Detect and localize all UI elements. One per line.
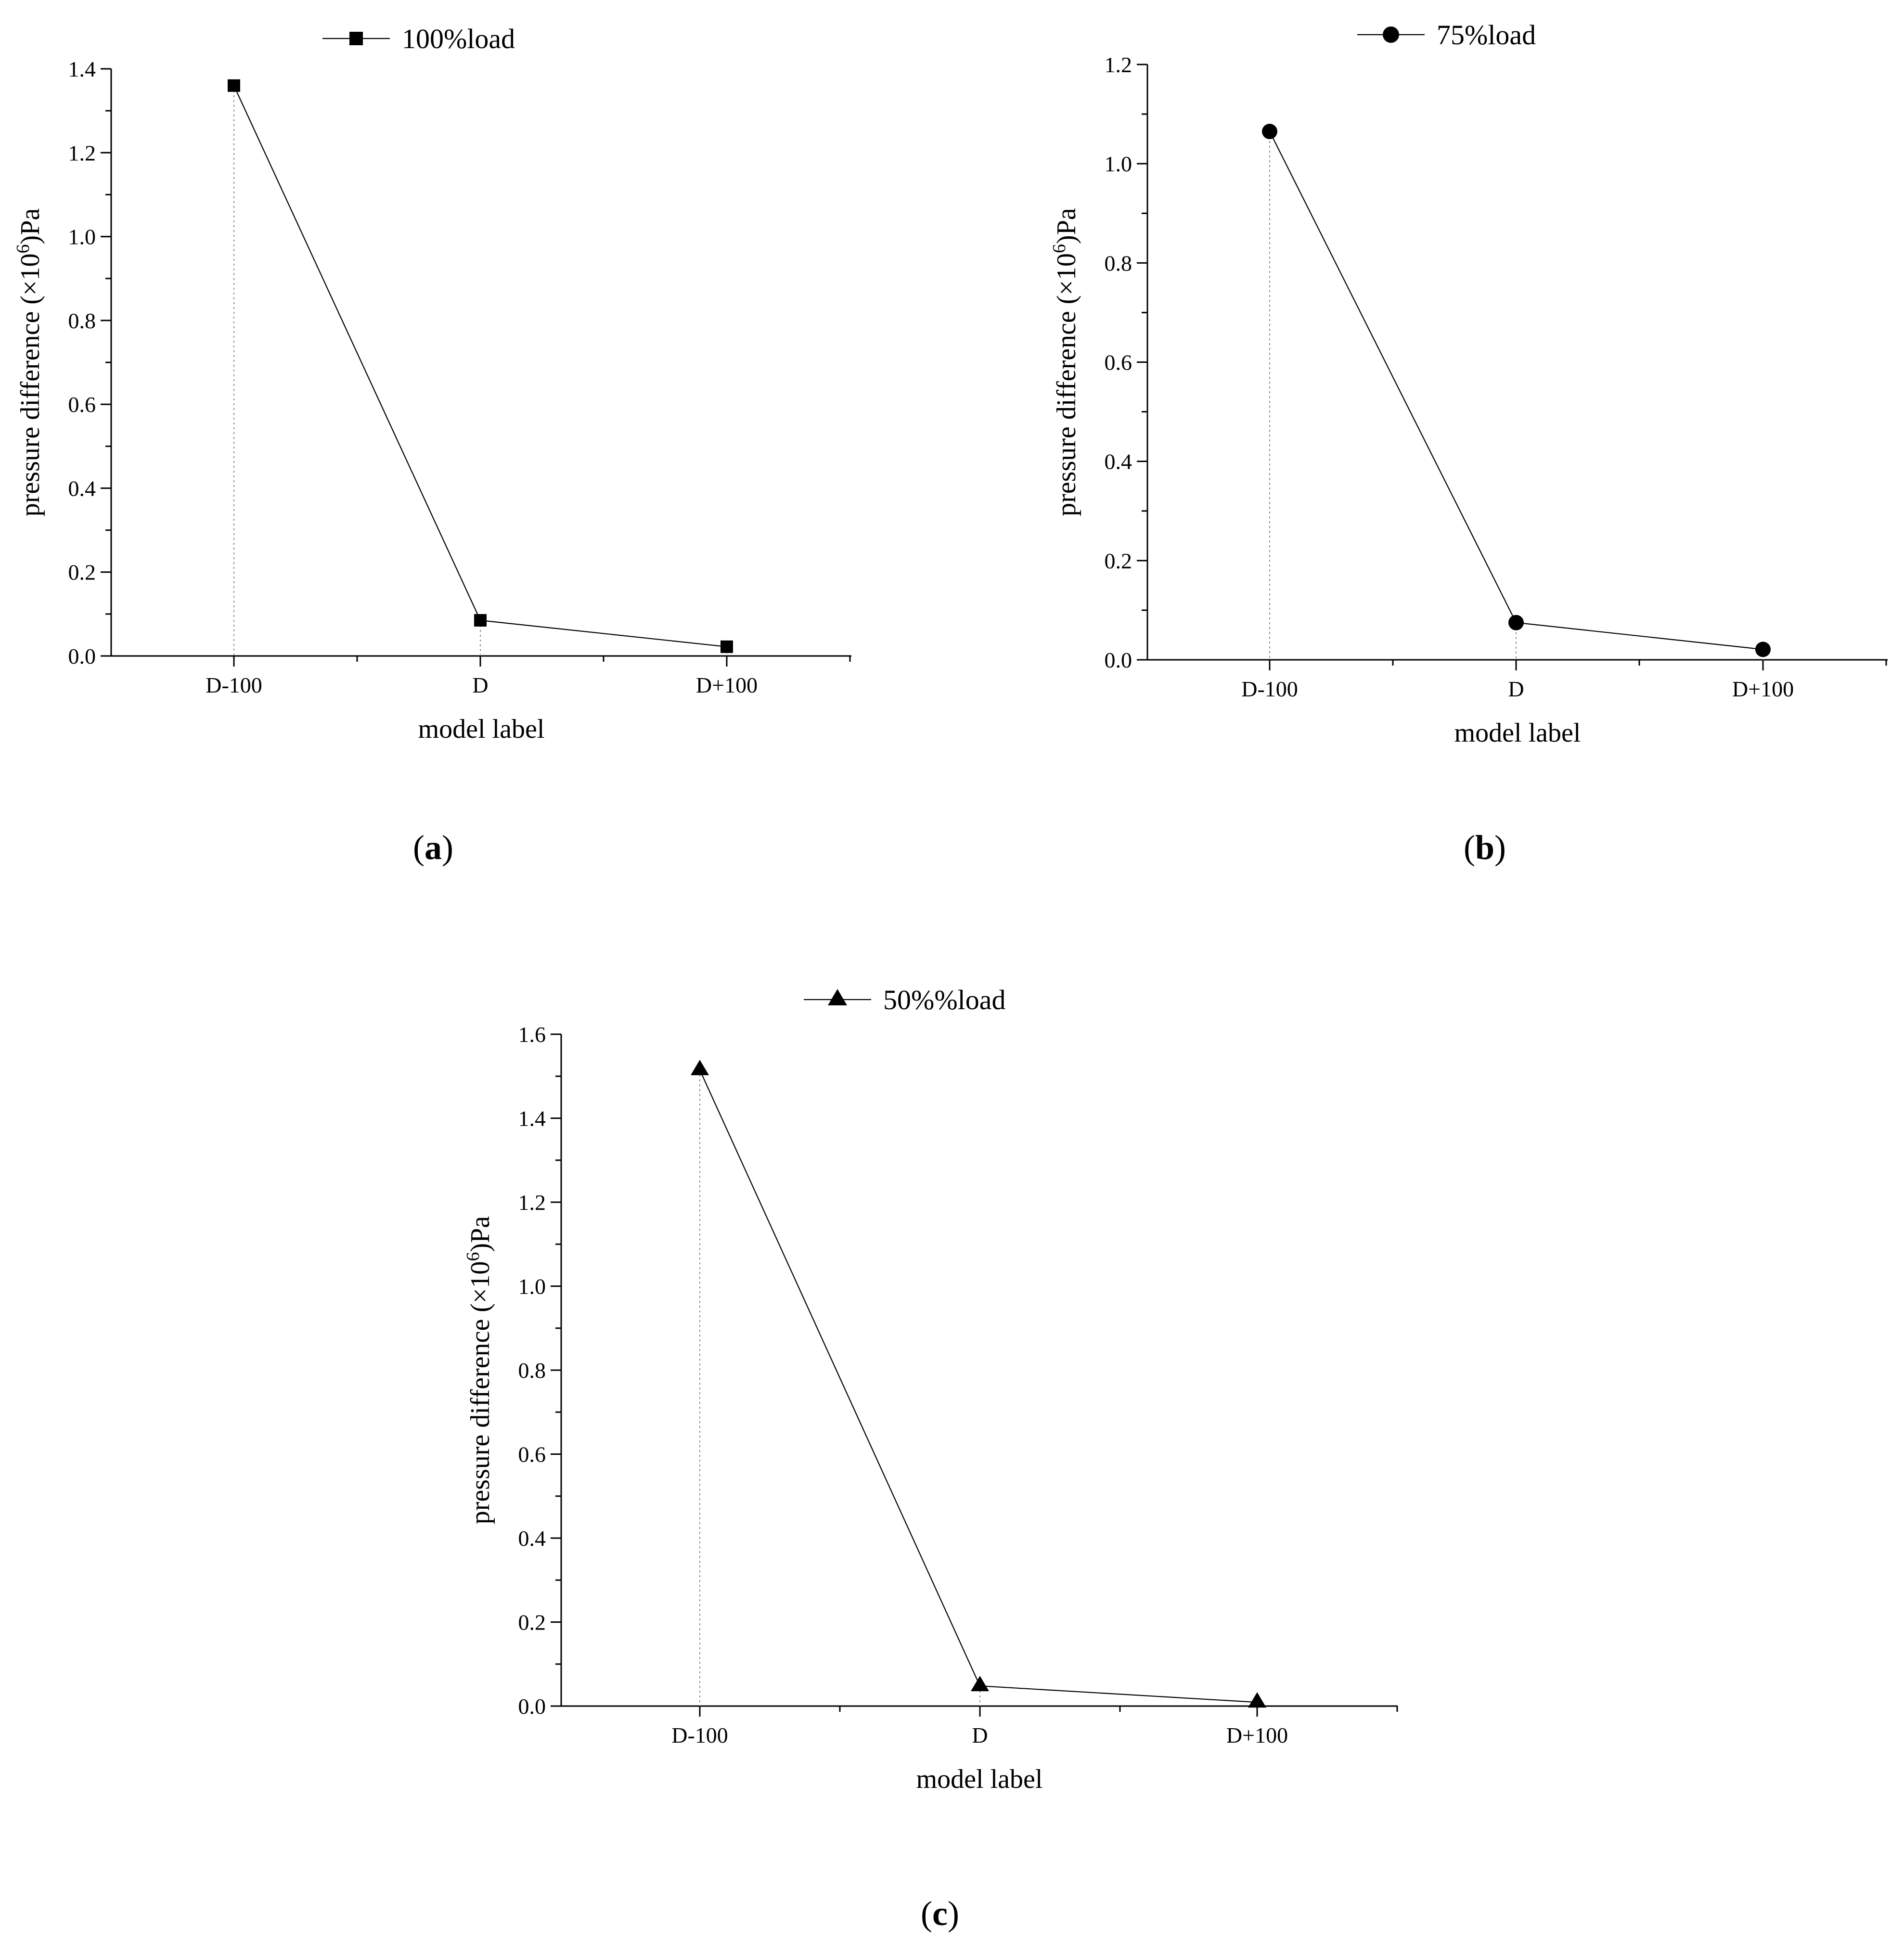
y-axis-title-prefix: pressure difference (×10 xyxy=(15,253,45,516)
y-tick-label: 1.0 xyxy=(68,225,96,249)
y-axis-title-prefix: pressure difference (×10 xyxy=(465,1261,495,1524)
y-tick-label: 0.2 xyxy=(1105,549,1132,573)
data-point xyxy=(1262,124,1277,140)
panel-label: (b) xyxy=(1464,828,1506,867)
panel-label-open-paren: ( xyxy=(921,1894,932,1933)
y-tick-label: 1.0 xyxy=(518,1274,546,1299)
legend-marker xyxy=(828,989,847,1005)
data-point xyxy=(474,614,487,627)
y-tick-label: 0.4 xyxy=(518,1526,546,1551)
x-tick-label: D-100 xyxy=(206,673,262,697)
data-point xyxy=(1248,1692,1266,1708)
x-tick-label: D xyxy=(1508,677,1524,701)
legend-label: 75%load xyxy=(1437,19,1536,51)
chart-panel-c: 0.0 0.2 0.4 0.6 0.8 1.0 1.2 1.4 1.6 D-100 D D+100 mo… xyxy=(463,984,1398,1933)
panel-label-open-paren: ( xyxy=(413,828,425,867)
x-tick-label: D xyxy=(472,673,488,697)
panel-label-close-paren: ) xyxy=(948,1894,959,1933)
data-point xyxy=(971,1676,989,1692)
panel-label: (c) xyxy=(921,1894,959,1933)
y-axis-title: pressure difference (×106)Pa xyxy=(463,1216,495,1525)
panel-label-letter: a xyxy=(425,828,442,867)
y-tick-label: 1.4 xyxy=(518,1106,546,1131)
chart-panel-b: 0.0 0.2 0.4 0.6 0.8 1.0 1.2 D-100 D D+100 model la… xyxy=(1049,19,1888,867)
x-tick-label: D+100 xyxy=(1226,1723,1288,1747)
x-tick-label: D xyxy=(972,1723,988,1747)
panel-label-close-paren: ) xyxy=(1494,828,1506,867)
y-axis-title-prefix: pressure difference (×10 xyxy=(1052,253,1081,516)
panel-label-letter: b xyxy=(1475,828,1494,867)
y-tick-label: 1.2 xyxy=(1105,52,1132,77)
y-tick-label: 1.2 xyxy=(68,141,96,165)
x-tick-label: D+100 xyxy=(1732,677,1794,701)
y-tick-label: 0.6 xyxy=(1105,350,1132,375)
y-axis-title: pressure difference (×106)Pa xyxy=(1049,208,1081,516)
y-tick-label: 1.0 xyxy=(1105,152,1132,176)
data-point xyxy=(720,640,733,653)
data-point xyxy=(691,1060,709,1076)
panel-label-close-paren: ) xyxy=(442,828,453,867)
series-line xyxy=(699,1069,1258,1703)
y-tick-label: 0.8 xyxy=(68,308,96,333)
y-tick-label: 1.6 xyxy=(518,1022,546,1047)
y-tick-label: 0.8 xyxy=(518,1358,546,1383)
y-tick-label: 0.6 xyxy=(68,392,96,417)
series-line xyxy=(233,85,727,647)
y-axis-title-suffix: )Pa xyxy=(1052,208,1081,244)
legend-marker xyxy=(1383,26,1399,43)
x-tick-label: D+100 xyxy=(696,673,758,697)
legend-marker xyxy=(349,32,363,45)
x-axis-title: model label xyxy=(418,714,545,744)
y-axis-title: pressure difference (×106)Pa xyxy=(13,208,45,517)
data-point xyxy=(1755,642,1771,657)
y-axis-title-suffix: )Pa xyxy=(15,208,45,244)
x-axis-title: model label xyxy=(916,1764,1043,1794)
y-tick-label: 0.4 xyxy=(1105,449,1132,474)
y-tick-label: 0.8 xyxy=(1105,251,1132,275)
x-tick-label: D-100 xyxy=(1241,677,1298,701)
y-tick-label: 0.0 xyxy=(1105,648,1132,672)
y-tick-label: 0.0 xyxy=(68,644,96,668)
y-axis-title-exponent: 6 xyxy=(463,1252,483,1261)
x-tick-label: D-100 xyxy=(671,1723,728,1747)
y-tick-label: 0.2 xyxy=(68,560,96,585)
y-tick-label: 0.4 xyxy=(68,476,96,501)
y-tick-label: 0.2 xyxy=(518,1610,546,1635)
y-axis-title-suffix: )Pa xyxy=(465,1216,495,1252)
y-axis-title-exponent: 6 xyxy=(13,244,33,253)
y-axis-title-exponent: 6 xyxy=(1049,244,1069,253)
data-point xyxy=(228,79,240,92)
series-line xyxy=(1269,131,1763,650)
panel-label-letter: c xyxy=(932,1894,948,1933)
x-axis-title: model label xyxy=(1454,718,1581,748)
y-tick-label: 1.4 xyxy=(68,57,96,81)
panel-label-open-paren: ( xyxy=(1464,828,1475,867)
legend-label: 50%%load xyxy=(883,984,1006,1015)
legend-label: 100%load xyxy=(402,23,515,54)
y-tick-label: 0.6 xyxy=(518,1442,546,1467)
data-point xyxy=(1508,615,1524,630)
y-tick-label: 0.0 xyxy=(518,1694,546,1719)
chart-panel-a: 0.0 0.2 0.4 0.6 0.8 1.0 1.2 1.4 D-100 D D+100 model… xyxy=(13,23,851,867)
y-tick-label: 1.2 xyxy=(518,1190,546,1215)
panel-label: (a) xyxy=(413,828,453,867)
